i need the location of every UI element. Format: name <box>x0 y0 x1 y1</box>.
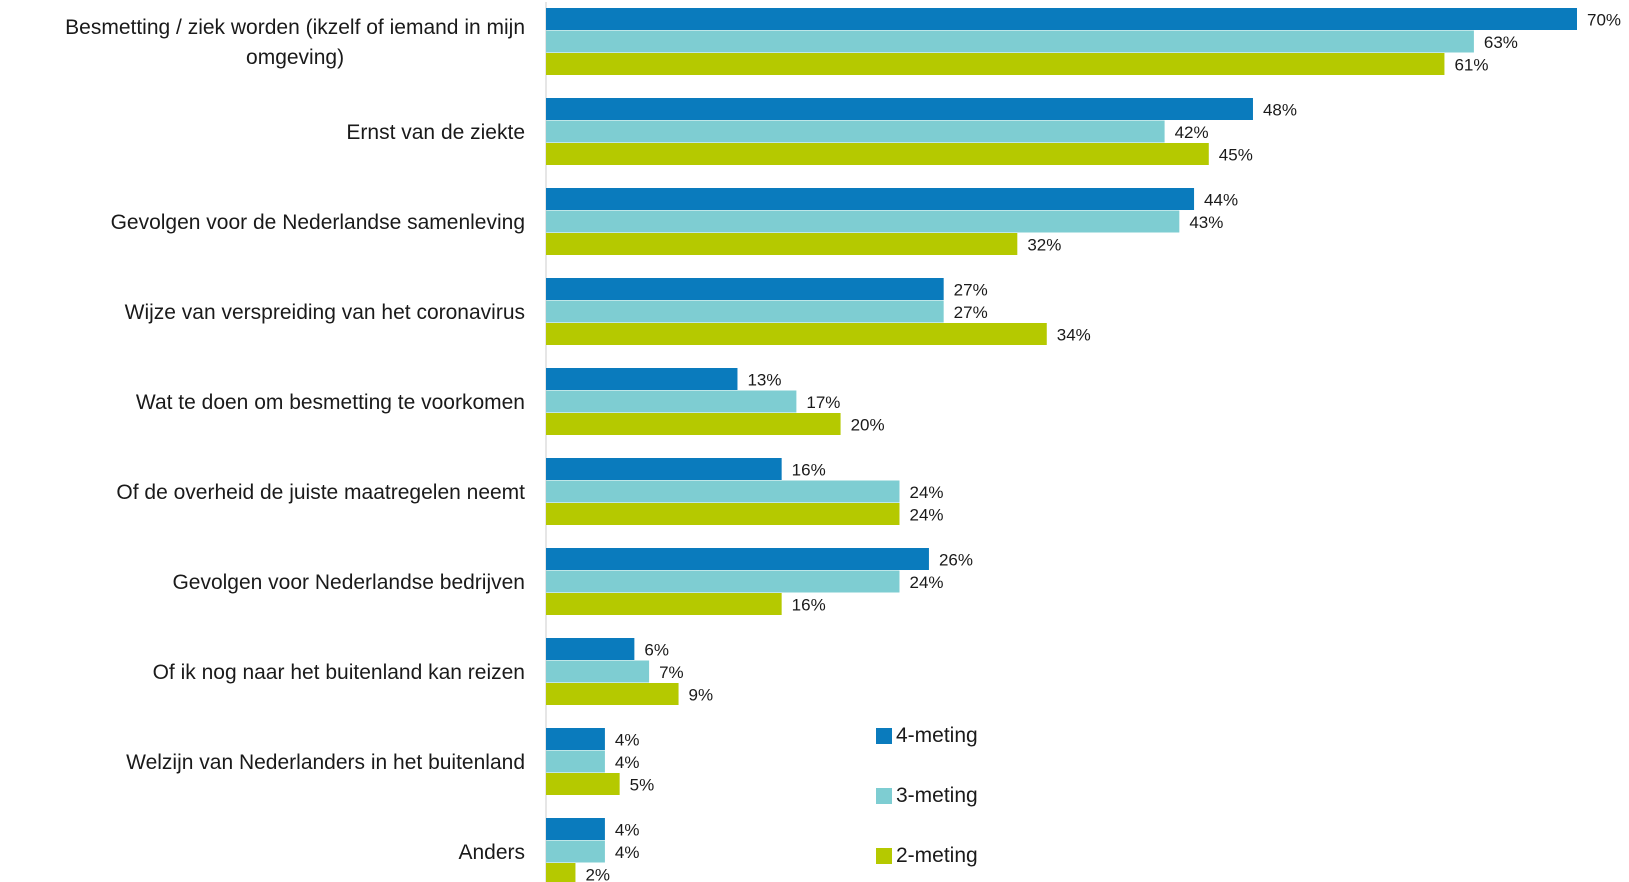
data-label: 26% <box>939 550 973 569</box>
bar-3-meting <box>546 390 797 413</box>
legend-label: 2-meting <box>896 844 978 867</box>
legend-swatch <box>876 728 892 744</box>
category-label: Welzijn van Nederlanders in het buitenla… <box>126 751 525 774</box>
bar-2-meting <box>546 53 1445 75</box>
bar-2-meting <box>546 863 576 882</box>
category-label: Wat te doen om besmetting te voorkomen <box>136 391 525 414</box>
category-label-line: Anders <box>458 841 525 864</box>
category-label-line: Of de overheid de juiste maatregelen nee… <box>116 481 525 504</box>
data-label: 24% <box>909 505 943 524</box>
data-label: 24% <box>909 483 943 502</box>
bar-2-meting <box>546 413 841 435</box>
bar-4-meting <box>546 458 782 480</box>
data-label: 43% <box>1189 213 1223 232</box>
data-label: 6% <box>644 640 669 659</box>
category-label: Besmetting / ziek worden (ikzelf of iema… <box>65 16 525 69</box>
data-label: 5% <box>630 775 655 794</box>
data-label: 4% <box>615 820 640 839</box>
category-label-line: omgeving) <box>246 46 344 69</box>
bar-4-meting <box>546 728 605 750</box>
bar-2-meting <box>546 593 782 615</box>
data-label: 4% <box>615 843 640 862</box>
legend-swatch <box>876 848 892 864</box>
data-label: 42% <box>1175 123 1209 142</box>
bar-2-meting <box>546 503 900 525</box>
bar-4-meting <box>546 548 929 570</box>
category-label: Anders <box>458 841 525 864</box>
bar-4-meting <box>546 638 635 660</box>
bar-3-meting <box>546 840 605 863</box>
bar-2-meting <box>546 233 1018 255</box>
data-label: 16% <box>792 595 826 614</box>
data-label: 20% <box>851 415 885 434</box>
data-label: 34% <box>1057 325 1091 344</box>
bar-2-meting <box>546 773 620 795</box>
bar-4-meting <box>546 98 1253 120</box>
category-label-line: Wat te doen om besmetting te voorkomen <box>136 391 525 414</box>
category-label-line: Of ik nog naar het buitenland kan reizen <box>153 661 525 684</box>
bar-3-meting <box>546 210 1180 233</box>
category-label-line: Gevolgen voor Nederlandse bedrijven <box>172 571 525 594</box>
bar-3-meting <box>546 30 1474 53</box>
category-label: Gevolgen voor Nederlandse bedrijven <box>172 571 525 594</box>
bar-3-meting <box>546 480 900 503</box>
bar-3-meting <box>546 660 650 683</box>
category-label: Of de overheid de juiste maatregelen nee… <box>116 481 525 504</box>
data-label: 61% <box>1454 55 1488 74</box>
bar-4-meting <box>546 8 1577 30</box>
category-label-line: Wijze van verspreiding van het coronavir… <box>125 301 525 324</box>
category-label-line: Welzijn van Nederlanders in het buitenla… <box>126 751 525 774</box>
category-label: Ernst van de ziekte <box>346 121 525 144</box>
data-label: 70% <box>1587 10 1621 29</box>
data-label: 63% <box>1484 33 1518 52</box>
bar-4-meting <box>546 188 1195 210</box>
legend-label: 3-meting <box>896 784 978 807</box>
data-label: 16% <box>792 460 826 479</box>
category-label-line: Besmetting / ziek worden (ikzelf of iema… <box>65 16 525 39</box>
data-label: 13% <box>747 370 781 389</box>
bar-4-meting <box>546 368 738 390</box>
category-label: Of ik nog naar het buitenland kan reizen <box>153 661 525 684</box>
data-label: 24% <box>909 573 943 592</box>
bar-2-meting <box>546 143 1209 165</box>
data-label: 4% <box>615 753 640 772</box>
data-label: 45% <box>1219 145 1253 164</box>
category-label-line: Gevolgen voor de Nederlandse samenleving <box>111 211 525 234</box>
category-label-line: Ernst van de ziekte <box>346 121 525 144</box>
data-label: 2% <box>585 865 610 882</box>
data-label: 9% <box>689 685 714 704</box>
data-label: 7% <box>659 663 684 682</box>
legend-swatch <box>876 788 892 804</box>
bar-4-meting <box>546 278 944 300</box>
data-label: 4% <box>615 730 640 749</box>
bar-3-meting <box>546 120 1165 143</box>
data-label: 27% <box>954 280 988 299</box>
data-label: 44% <box>1204 190 1238 209</box>
category-label: Wijze van verspreiding van het coronavir… <box>125 301 525 324</box>
bar-2-meting <box>546 323 1047 345</box>
data-label: 48% <box>1263 100 1297 119</box>
data-label: 17% <box>806 393 840 412</box>
category-label: Gevolgen voor de Nederlandse samenleving <box>111 211 525 234</box>
data-label: 27% <box>954 303 988 322</box>
bar-3-meting <box>546 570 900 593</box>
bar-2-meting <box>546 683 679 705</box>
bar-3-meting <box>546 750 605 773</box>
bar-4-meting <box>546 818 605 840</box>
legend-label: 4-meting <box>896 724 978 747</box>
bar-3-meting <box>546 300 944 323</box>
data-label: 32% <box>1027 235 1061 254</box>
